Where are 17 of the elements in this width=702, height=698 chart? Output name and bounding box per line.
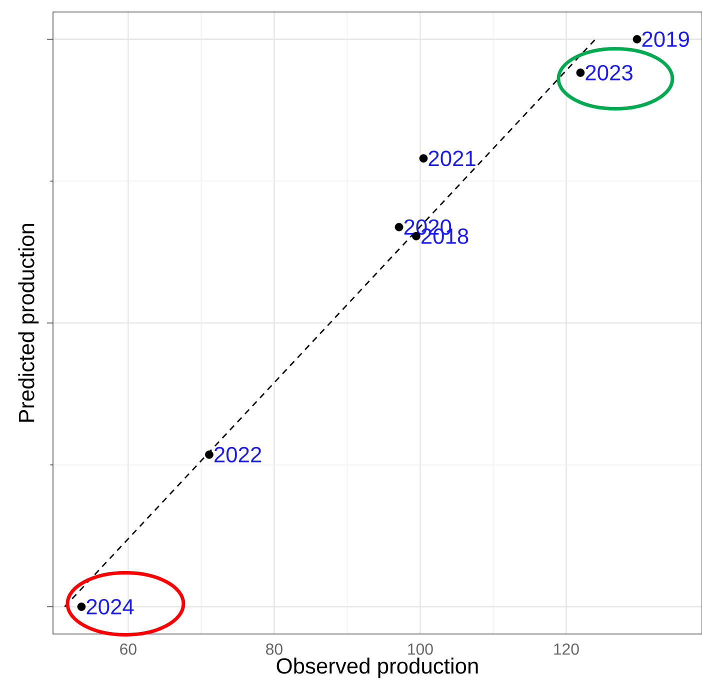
point: [419, 154, 428, 163]
annotation: 2024: [86, 598, 134, 615]
x-tick-label: 60: [120, 644, 136, 655]
x-axis-title: Observed production: [276, 658, 478, 678]
point: [205, 450, 214, 459]
annotation: 2019: [642, 31, 689, 47]
annotation: 2021: [428, 150, 476, 166]
point: [632, 35, 642, 44]
annotation: 2023: [586, 64, 632, 80]
y-axis-title: Predicted production: [18, 224, 39, 422]
x-tick-label: 100: [408, 644, 433, 655]
point: [77, 602, 86, 611]
x-tick-label: 120: [554, 644, 579, 655]
x-tick-label: 80: [266, 644, 282, 655]
point: [576, 68, 585, 77]
point: [394, 222, 404, 232]
annotation: 2022: [214, 446, 262, 462]
